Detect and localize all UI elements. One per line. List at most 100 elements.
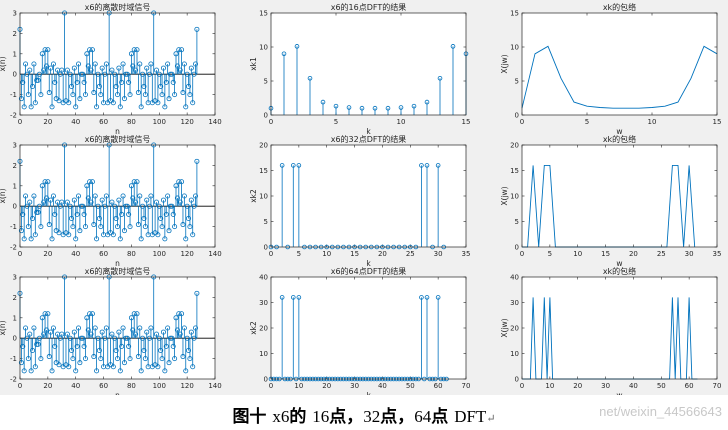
stem-marker [170, 79, 176, 85]
stem-marker [38, 92, 44, 98]
stem-marker [32, 100, 38, 106]
stem-marker [411, 103, 417, 109]
stem-marker [133, 199, 139, 205]
axes-box [270, 144, 467, 248]
stem-marker [112, 335, 118, 341]
y-tick-label: 1 [13, 182, 17, 190]
stem-marker [124, 203, 130, 209]
stem-marker [296, 295, 302, 300]
stem-marker [81, 79, 87, 85]
stem-marker [126, 79, 132, 85]
stem-marker [142, 356, 148, 362]
stem-marker [76, 325, 82, 331]
stem-marker [35, 77, 41, 83]
stem-marker [71, 329, 77, 335]
stem-marker [96, 347, 102, 353]
stem-marker [42, 47, 48, 53]
y-tick-label: 2 [13, 162, 17, 170]
stem-marker [187, 356, 193, 362]
stem-marker [102, 335, 108, 341]
stem-marker [102, 71, 108, 77]
stem-marker [165, 325, 171, 331]
x-tick-label: 140 [208, 382, 221, 390]
stem-marker [163, 79, 169, 85]
stem-marker [166, 360, 172, 366]
x-tick-label: 10 [294, 382, 303, 390]
stem-marker [181, 325, 187, 331]
stem-marker [115, 224, 121, 230]
stem-marker [127, 356, 133, 362]
stem-marker [174, 63, 180, 69]
x-tick-label: 10 [322, 250, 331, 258]
x-tick-label: 30 [434, 250, 443, 258]
stem-marker [38, 356, 44, 362]
stem-marker [158, 83, 164, 89]
stem-marker [181, 193, 187, 199]
axes-box [19, 144, 216, 248]
subplot-title: xk的包络 [603, 134, 636, 144]
stem-marker [148, 61, 154, 67]
stem-marker [435, 163, 441, 168]
stem-marker [78, 335, 84, 341]
stem-marker [48, 329, 54, 335]
stem-marker [120, 193, 126, 199]
stem-marker [23, 61, 29, 67]
stem-marker [279, 295, 285, 300]
stem-marker [66, 232, 72, 238]
stem-marker [77, 96, 83, 102]
x-tick-label: 0 [269, 118, 273, 126]
y-tick-label: 10 [510, 193, 519, 201]
x-tick-label: 0 [520, 118, 524, 126]
stem-marker [56, 230, 62, 236]
stem-marker [77, 360, 83, 366]
stem-marker [82, 92, 88, 98]
stem-marker [18, 228, 24, 234]
stem-marker [183, 236, 189, 242]
stem-marker [85, 195, 91, 201]
stem-marker [50, 193, 56, 199]
stem-marker [419, 295, 424, 300]
stem-marker [176, 47, 182, 53]
stem-marker [123, 203, 129, 209]
stem-marker [167, 203, 173, 209]
stem-marker [70, 224, 76, 230]
plot-area [522, 277, 717, 379]
stem-marker [98, 356, 104, 362]
stem-marker [25, 224, 31, 230]
stem-marker [158, 347, 164, 353]
stem-marker [184, 203, 190, 209]
stem-marker [177, 199, 183, 205]
stem-marker [188, 65, 194, 71]
stem-marker [37, 71, 43, 77]
stem-marker [34, 209, 40, 215]
stem-marker [155, 100, 161, 106]
x-tick-label: 40 [71, 382, 80, 390]
subplot-env16: 0 5 10 15 0 5 10 15 xk的包络 w X(jw) [500, 2, 721, 136]
stem-marker [87, 47, 93, 53]
stem-marker [95, 71, 101, 77]
stem-marker [112, 71, 118, 77]
y-tick-label: -1 [10, 223, 17, 231]
subplot-title: x6的离散时域信号 [85, 266, 151, 276]
stem-marker [73, 104, 79, 110]
subplot-title: x6的64点DFT的结果 [331, 266, 407, 276]
stem-marker [424, 295, 430, 300]
x-axis-label: n [115, 259, 120, 268]
stem-marker [96, 215, 102, 221]
y-tick-label: 15 [259, 10, 268, 18]
stem-marker [170, 211, 176, 217]
stem-marker [80, 335, 86, 341]
subplot-env32: 0 5 10 15 20 25 30 35 0 5 10 15 20 xk的包络 w X(jw) [500, 134, 721, 268]
stem-marker [372, 105, 378, 111]
x-tick-label: 120 [180, 382, 193, 390]
stem-marker [76, 61, 82, 67]
y-tick-label: 20 [259, 142, 268, 150]
stem-marker [52, 79, 58, 85]
x-tick-label: 10 [397, 118, 406, 126]
stem-marker [162, 236, 168, 242]
stem-marker [169, 71, 175, 77]
stem-marker [121, 96, 127, 102]
stem-marker [424, 163, 430, 168]
stem-marker [191, 71, 197, 77]
stem-marker [194, 26, 200, 32]
